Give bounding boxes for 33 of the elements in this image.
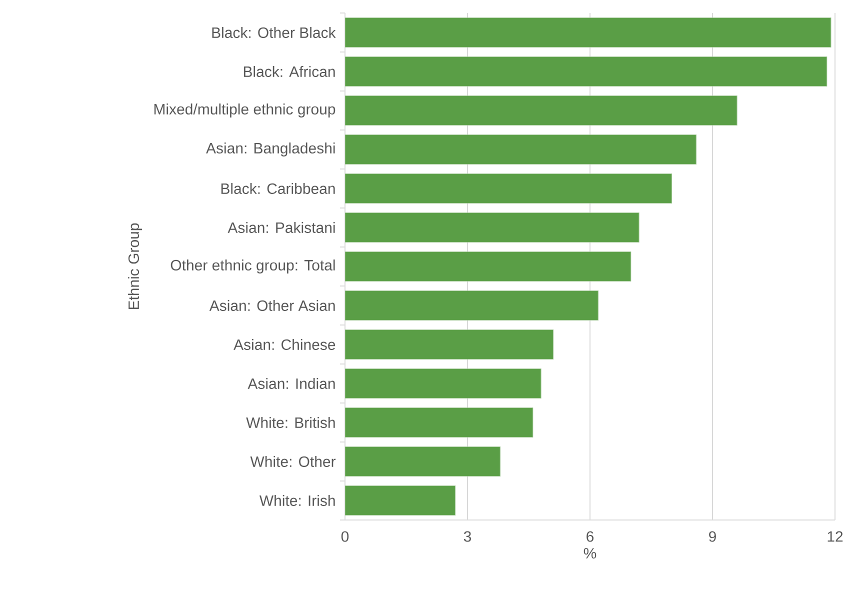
x-tick-label: 0 — [341, 531, 349, 542]
y-tick-label: White: Irish — [259, 494, 335, 506]
bar — [345, 329, 554, 360]
bar — [345, 368, 542, 399]
y-tick-label: Mixed/multiple ethnic group — [154, 104, 336, 118]
y-tick-label: Asian: Other Asian — [209, 300, 335, 311]
x-axis-title: % — [584, 548, 596, 559]
bar — [345, 407, 534, 438]
bar — [345, 212, 640, 243]
y-tick-label: Asian: Pakistani — [228, 222, 335, 233]
y-tick-label: White: British — [246, 416, 335, 428]
bar — [345, 251, 632, 282]
x-tick-label: 3 — [464, 531, 472, 542]
x-tick-label: 12 — [828, 531, 843, 542]
bar — [345, 95, 738, 126]
y-tick-label: Asian: Indian — [248, 378, 335, 389]
y-tick-label: Other ethnic group: Total — [170, 260, 335, 274]
y-axis-title: Ethnic Group — [128, 223, 142, 310]
y-tick-label: White: Other — [250, 456, 336, 467]
bar — [345, 173, 672, 204]
x-tick-label: 9 — [709, 531, 716, 542]
y-tick-label: Asian: Chinese — [234, 338, 336, 350]
x-tick-label: 6 — [586, 531, 594, 542]
bar — [345, 17, 832, 48]
bar — [345, 290, 598, 321]
bar — [345, 446, 500, 477]
bar — [345, 485, 456, 516]
y-tick-label: Asian: Bangladeshi — [206, 142, 335, 156]
y-tick-label: Black: African — [244, 66, 335, 77]
y-tick-label: Black: Caribbean — [221, 182, 335, 194]
bar — [345, 56, 828, 87]
y-tick-label: Black: Other Black — [212, 26, 336, 38]
bar — [345, 134, 696, 165]
